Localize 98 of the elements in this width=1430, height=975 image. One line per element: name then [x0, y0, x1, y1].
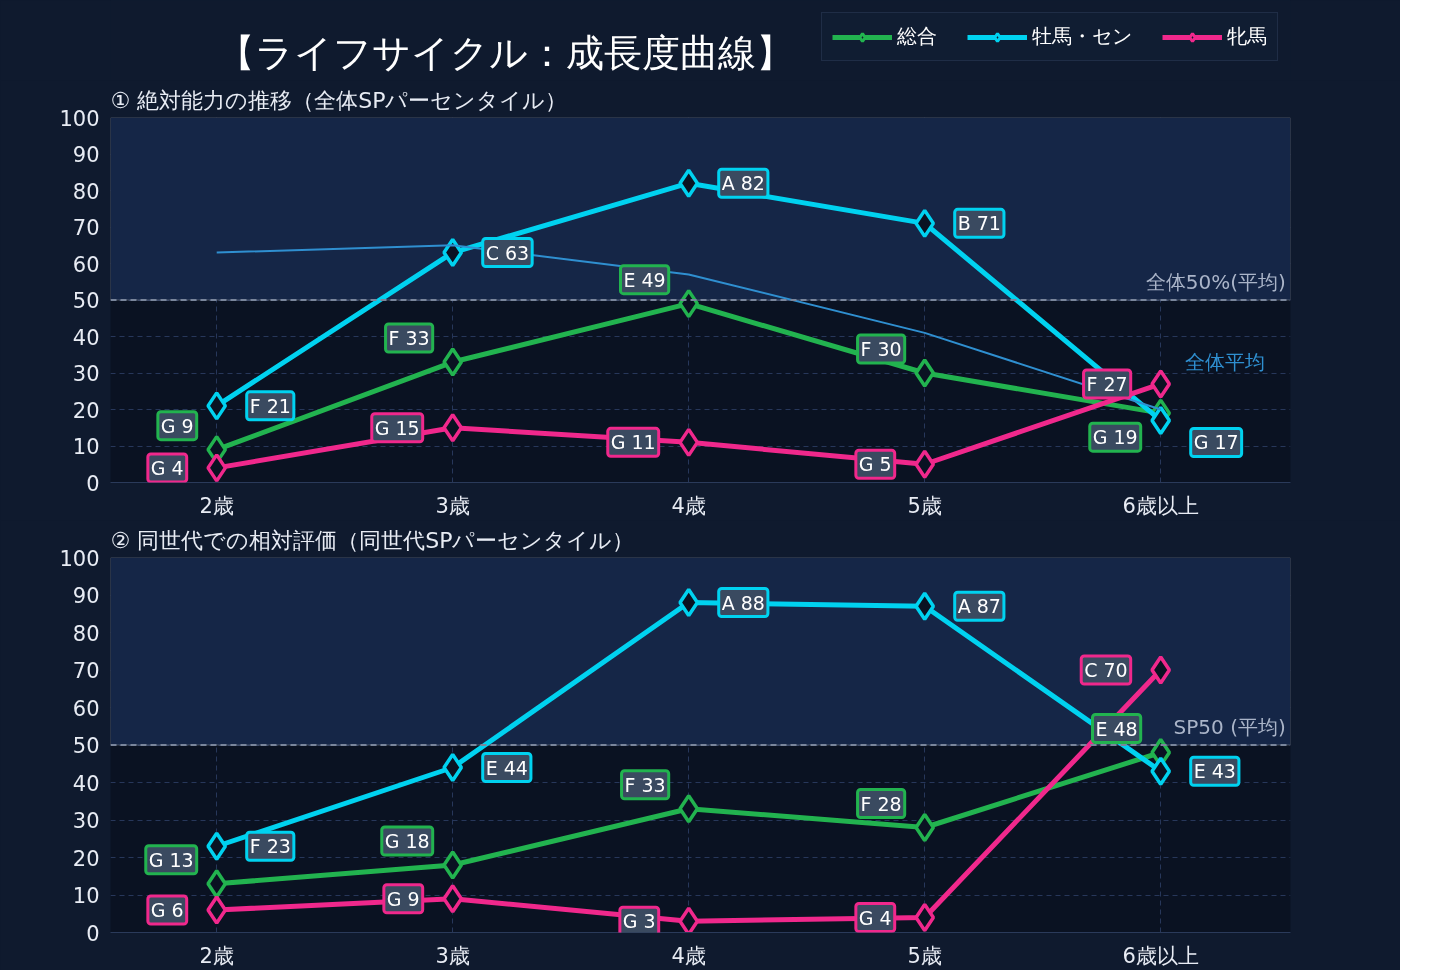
data-label: C 70 — [1084, 659, 1128, 681]
y-tick-label: 90 — [72, 584, 100, 608]
point — [914, 449, 936, 479]
point — [442, 752, 464, 783]
data-label: A 82 — [721, 172, 765, 195]
y-tick-label: 20 — [72, 398, 100, 423]
data-label: G 13 — [148, 848, 194, 871]
point — [914, 591, 936, 621]
legend-label: 総合 — [897, 23, 937, 50]
point — [206, 391, 228, 421]
ref-line-label: SP50 (平均) — [1173, 715, 1286, 739]
data-label: G 4 — [150, 456, 184, 479]
point — [442, 347, 464, 377]
data-label: E 48 — [1095, 717, 1138, 740]
x-tick-label: 4歳 — [671, 493, 706, 518]
x-tick-label: 5歳 — [907, 943, 942, 968]
data-label: A 87 — [957, 595, 1001, 618]
data-label: G 5 — [858, 453, 892, 476]
data-label: A 88 — [721, 591, 765, 614]
data-label: G 19 — [1092, 426, 1138, 449]
y-tick-label: 40 — [72, 771, 100, 796]
y-tick-label: 100 — [59, 546, 100, 571]
point — [678, 587, 700, 618]
y-tick-label: 30 — [72, 809, 100, 833]
point — [206, 895, 228, 925]
data-label: E 49 — [623, 268, 666, 291]
y-tick-label: 0 — [86, 921, 100, 946]
data-label: G 9 — [160, 414, 194, 437]
point — [206, 831, 228, 861]
data-label: G 3 — [622, 910, 656, 933]
data-label: B 71 — [957, 212, 1001, 235]
y-tick-label: 10 — [72, 884, 100, 908]
point — [442, 413, 464, 443]
data-label: F 33 — [624, 773, 666, 796]
x-tick-label: 6歳以上 — [1122, 943, 1199, 968]
y-tick-label: 80 — [72, 179, 100, 204]
y-tick-label: 60 — [72, 696, 100, 721]
y-tick-label: 80 — [72, 621, 100, 646]
chart-subtitle: ① 絶対能力の推移（全体SPパーセンタイル） — [110, 87, 568, 113]
x-tick-label: 5歳 — [907, 493, 942, 518]
data-label: F 23 — [249, 835, 291, 858]
data-label: F 30 — [860, 338, 902, 360]
y-tick-label: 50 — [72, 734, 100, 758]
point — [678, 168, 700, 198]
point — [1150, 369, 1172, 399]
legend-label: 牝馬 — [1227, 23, 1267, 50]
data-label: F 27 — [1086, 372, 1128, 395]
y-tick-label: 60 — [72, 252, 100, 277]
data-label: G 9 — [386, 887, 420, 910]
data-label: E 44 — [485, 756, 528, 779]
ref-line-label: 全体50%(平均) — [1145, 270, 1286, 294]
y-tick-label: 70 — [72, 216, 100, 240]
point — [1150, 405, 1172, 436]
point — [442, 850, 464, 880]
point — [678, 906, 700, 933]
point — [442, 884, 464, 914]
point — [1150, 756, 1172, 786]
x-tick-label: 6歳以上 — [1122, 493, 1199, 518]
point — [442, 237, 464, 268]
point — [678, 427, 700, 458]
point — [206, 453, 228, 483]
y-tick-label: 20 — [72, 846, 100, 871]
data-label: F 33 — [388, 327, 430, 350]
data-label: G 4 — [858, 906, 892, 929]
y-tick-label: 10 — [72, 435, 100, 459]
x-tick-label: 4歳 — [671, 943, 706, 968]
data-label: G 11 — [610, 431, 656, 454]
x-tick-label: 3歳 — [435, 493, 470, 518]
data-label: C 63 — [485, 241, 530, 264]
y-tick-label: 40 — [72, 325, 100, 350]
y-tick-label: 0 — [86, 471, 100, 496]
point — [678, 288, 700, 319]
data-label: G 15 — [374, 416, 420, 439]
data-label: G 6 — [150, 899, 184, 921]
y-tick-label: 90 — [72, 143, 100, 167]
data-label: G 18 — [384, 830, 430, 852]
y-tick-label: 50 — [72, 289, 100, 313]
point — [914, 358, 936, 388]
data-label: F 21 — [249, 394, 291, 417]
data-label: F 28 — [860, 792, 902, 815]
point — [1150, 655, 1172, 685]
y-tick-label: 100 — [59, 106, 100, 131]
y-tick-label: 70 — [72, 659, 100, 683]
point — [914, 902, 936, 933]
chart-title: 【ライフサイクル：成長度曲線】 — [216, 30, 794, 75]
chart-title: ② 同世代での相対評価（同世代SPパーセンタイル） — [110, 527, 635, 553]
point — [914, 812, 936, 843]
text: 全体平均 — [1184, 349, 1265, 374]
point — [206, 869, 228, 899]
x-tick-label: 2歳 — [199, 943, 234, 968]
data-label: G 17 — [1193, 431, 1239, 454]
y-tick-label: 30 — [72, 362, 100, 386]
x-tick-label: 3歳 — [435, 943, 470, 968]
data-label: E 43 — [1193, 760, 1236, 783]
point — [914, 208, 936, 239]
point — [678, 794, 700, 824]
x-tick-label: 2歳 — [199, 493, 234, 518]
legend-label: 牡馬・セン — [1032, 23, 1132, 50]
